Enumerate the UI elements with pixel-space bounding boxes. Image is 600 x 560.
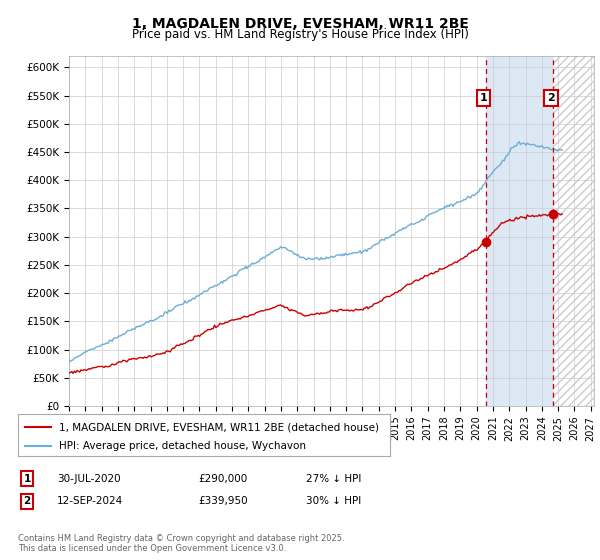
Text: 1, MAGDALEN DRIVE, EVESHAM, WR11 2BE (detached house): 1, MAGDALEN DRIVE, EVESHAM, WR11 2BE (de… (59, 422, 379, 432)
Text: 30-JUL-2020: 30-JUL-2020 (57, 474, 121, 484)
Text: 30% ↓ HPI: 30% ↓ HPI (306, 496, 361, 506)
Text: 1: 1 (480, 93, 487, 103)
Text: 27% ↓ HPI: 27% ↓ HPI (306, 474, 361, 484)
Text: 2: 2 (547, 93, 555, 103)
Text: 1: 1 (23, 474, 31, 484)
Text: Price paid vs. HM Land Registry's House Price Index (HPI): Price paid vs. HM Land Registry's House … (131, 28, 469, 41)
Text: 12-SEP-2024: 12-SEP-2024 (57, 496, 123, 506)
Bar (486, 56, 553, 406)
Text: HPI: Average price, detached house, Wychavon: HPI: Average price, detached house, Wych… (59, 441, 306, 451)
Text: 2: 2 (23, 496, 31, 506)
Bar (553, 56, 594, 406)
Text: 1, MAGDALEN DRIVE, EVESHAM, WR11 2BE: 1, MAGDALEN DRIVE, EVESHAM, WR11 2BE (131, 17, 469, 31)
Text: £290,000: £290,000 (198, 474, 247, 484)
Text: Contains HM Land Registry data © Crown copyright and database right 2025.
This d: Contains HM Land Registry data © Crown c… (18, 534, 344, 553)
Text: £339,950: £339,950 (198, 496, 248, 506)
